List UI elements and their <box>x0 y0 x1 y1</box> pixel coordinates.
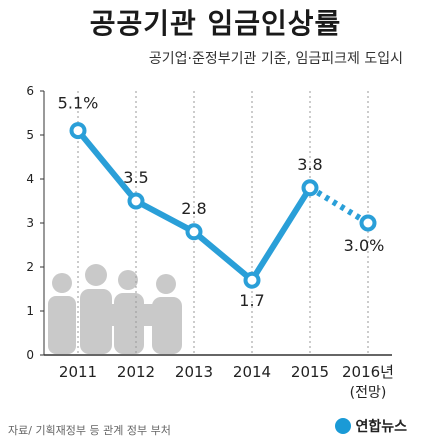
data-label: 3.8 <box>297 155 322 174</box>
y-tick-label: 6 <box>26 84 34 98</box>
data-point <box>243 271 261 289</box>
y-tick-label: 2 <box>26 260 34 274</box>
y-tick-label: 5 <box>26 128 34 142</box>
data-point <box>127 192 145 210</box>
data-label: 3.5 <box>123 168 148 187</box>
x-tick-label: 2015 <box>291 363 329 381</box>
data-point <box>69 122 87 140</box>
chart-title: 공공기관 임금인상률 <box>89 7 342 40</box>
data-point <box>301 179 319 197</box>
data-label: 2.8 <box>181 199 206 218</box>
series-line-segment <box>308 185 370 226</box>
x-tick-label: 2016년 <box>342 363 394 381</box>
data-label: 5.1% <box>58 94 99 113</box>
y-tick-label: 0 <box>26 348 34 362</box>
brand-icon <box>335 418 352 434</box>
x-tick-label: 2013 <box>175 363 213 381</box>
x-tick-label: 2012 <box>117 363 155 381</box>
x-tick-label: 2011 <box>59 363 97 381</box>
x-tick-note: (전망) <box>350 385 387 401</box>
series-line-segment <box>75 127 139 204</box>
brand-label: 연합뉴스 <box>355 419 407 435</box>
series-line-segment <box>249 184 313 284</box>
series-line-segment <box>191 228 255 284</box>
people-silhouette-graphic <box>48 264 182 354</box>
data-point <box>185 223 203 241</box>
brand-logo: 연합뉴스 <box>335 416 407 436</box>
x-tick-label: 2014 <box>233 363 271 381</box>
chart-subtitle: 공기업·준정부기관 기준, 임금피크제 도입시 <box>148 51 403 67</box>
data-label: 3.0% <box>344 236 385 255</box>
source-note: 자료/ 기획재정부 등 관계 정부 부처 <box>8 424 171 437</box>
series-line-segment <box>133 198 197 235</box>
y-tick-label: 3 <box>26 216 34 230</box>
y-tick-label: 4 <box>26 172 34 186</box>
y-tick-label: 1 <box>26 304 34 318</box>
data-point <box>359 214 377 232</box>
data-label: 1.7 <box>239 291 264 310</box>
